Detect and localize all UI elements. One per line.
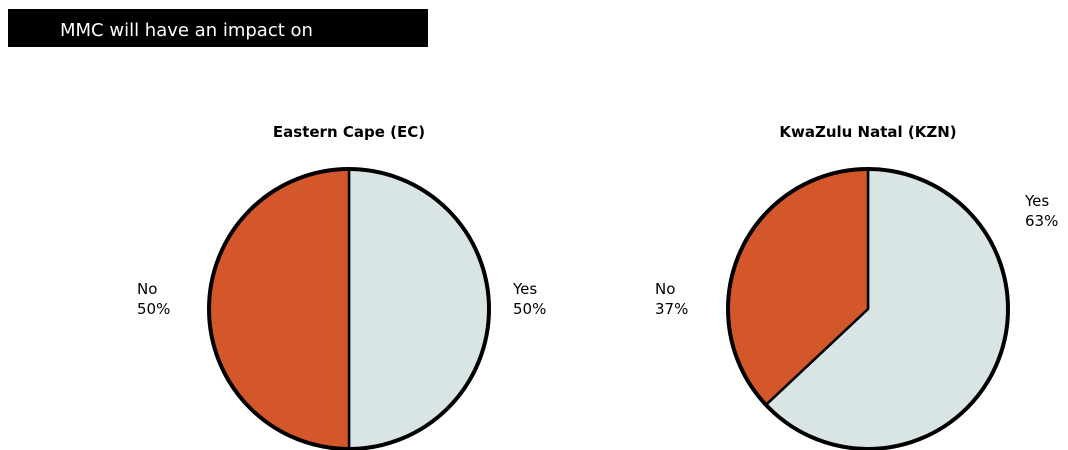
page-title: MMC will have an impact on <box>60 20 313 41</box>
pie-slice-ec-yes <box>347 167 491 450</box>
pie-slice-ec-no <box>207 167 351 450</box>
pie-chart-kzn: KwaZulu Natal (KZN) Yes 63% No 37% <box>655 123 1058 450</box>
header-banner <box>8 9 428 47</box>
pie-outline-kzn <box>726 167 1010 450</box>
slice-label-kzn-yes: Yes 63% <box>1024 192 1058 230</box>
chart-title-ec: Eastern Cape (EC) <box>273 123 425 141</box>
slice-label-ec-no: No 50% <box>137 280 170 318</box>
pie-chart-ec: Eastern Cape (EC) Yes 50% No 50% <box>137 123 546 450</box>
pie-outline-ec <box>207 167 491 450</box>
slice-label-ec-yes: Yes 50% <box>512 280 546 318</box>
slice-label-kzn-no: No 37% <box>655 280 688 318</box>
chart-title-kzn: KwaZulu Natal (KZN) <box>779 123 956 141</box>
pie-slices-ec <box>207 167 491 450</box>
